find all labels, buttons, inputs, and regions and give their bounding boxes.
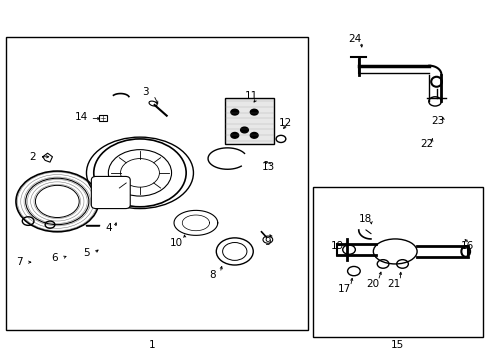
Text: 19: 19 (330, 241, 344, 251)
Circle shape (230, 132, 238, 138)
Text: 16: 16 (460, 241, 473, 251)
Text: 17: 17 (337, 284, 350, 294)
Text: 5: 5 (83, 248, 90, 258)
Circle shape (250, 109, 258, 115)
Text: 15: 15 (390, 340, 404, 350)
Text: 3: 3 (142, 87, 148, 98)
Text: 18: 18 (358, 214, 371, 224)
Text: 6: 6 (51, 253, 58, 263)
Circle shape (240, 127, 248, 133)
FancyBboxPatch shape (312, 187, 482, 337)
Bar (99, 114, 107, 121)
Circle shape (250, 132, 258, 138)
Text: 22: 22 (419, 139, 432, 149)
Text: 10: 10 (169, 238, 183, 248)
Text: 14: 14 (75, 112, 88, 122)
Text: 24: 24 (348, 34, 361, 44)
Text: 1: 1 (148, 340, 155, 350)
Text: 11: 11 (244, 91, 258, 101)
Text: 4: 4 (105, 223, 111, 233)
FancyBboxPatch shape (6, 37, 307, 330)
Text: 9: 9 (264, 237, 271, 247)
Text: 21: 21 (387, 279, 400, 289)
FancyBboxPatch shape (91, 176, 130, 208)
Text: 23: 23 (430, 116, 444, 126)
Circle shape (230, 109, 238, 115)
Text: 12: 12 (279, 118, 292, 128)
Text: 13: 13 (262, 162, 275, 172)
Text: 7: 7 (17, 257, 23, 267)
Text: 20: 20 (365, 279, 378, 289)
Text: 2: 2 (30, 152, 36, 162)
Bar (224, 98, 273, 144)
Text: 8: 8 (209, 270, 216, 280)
